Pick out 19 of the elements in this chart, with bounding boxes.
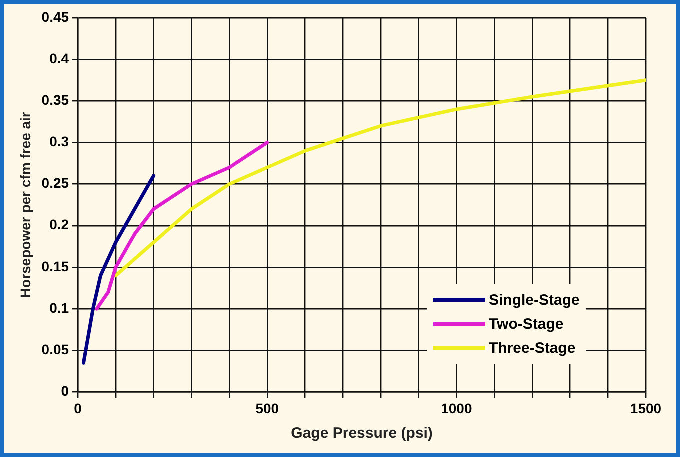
y-tick-label: 0.45 (42, 8, 70, 25)
legend-label: Three-Stage (489, 340, 576, 357)
x-tick-label: 500 (256, 400, 280, 416)
y-tick-label: 0.25 (42, 175, 70, 192)
legend-label: Single-Stage (489, 292, 580, 309)
y-tick-label: 0.3 (50, 134, 70, 150)
y-tick-label: 0.2 (50, 216, 70, 233)
x-tick-label: 1500 (630, 400, 662, 416)
y-tick-label: 0.15 (42, 258, 70, 274)
y-tick-label: 0.35 (42, 92, 70, 108)
y-tick-label: 0 (61, 383, 70, 400)
y-tick-label: 0.4 (50, 50, 70, 66)
x-tick-label: 0 (74, 400, 82, 416)
legend-label: Two-Stage (489, 316, 564, 333)
x-tick-label: 1000 (441, 400, 472, 416)
y-axis-title: Horsepower per cfm free air (17, 112, 34, 298)
y-tick-label: 0.05 (42, 341, 70, 358)
x-axis-title: Gage Pressure (psi) (291, 425, 433, 442)
y-tick-label: 0.1 (50, 300, 70, 316)
